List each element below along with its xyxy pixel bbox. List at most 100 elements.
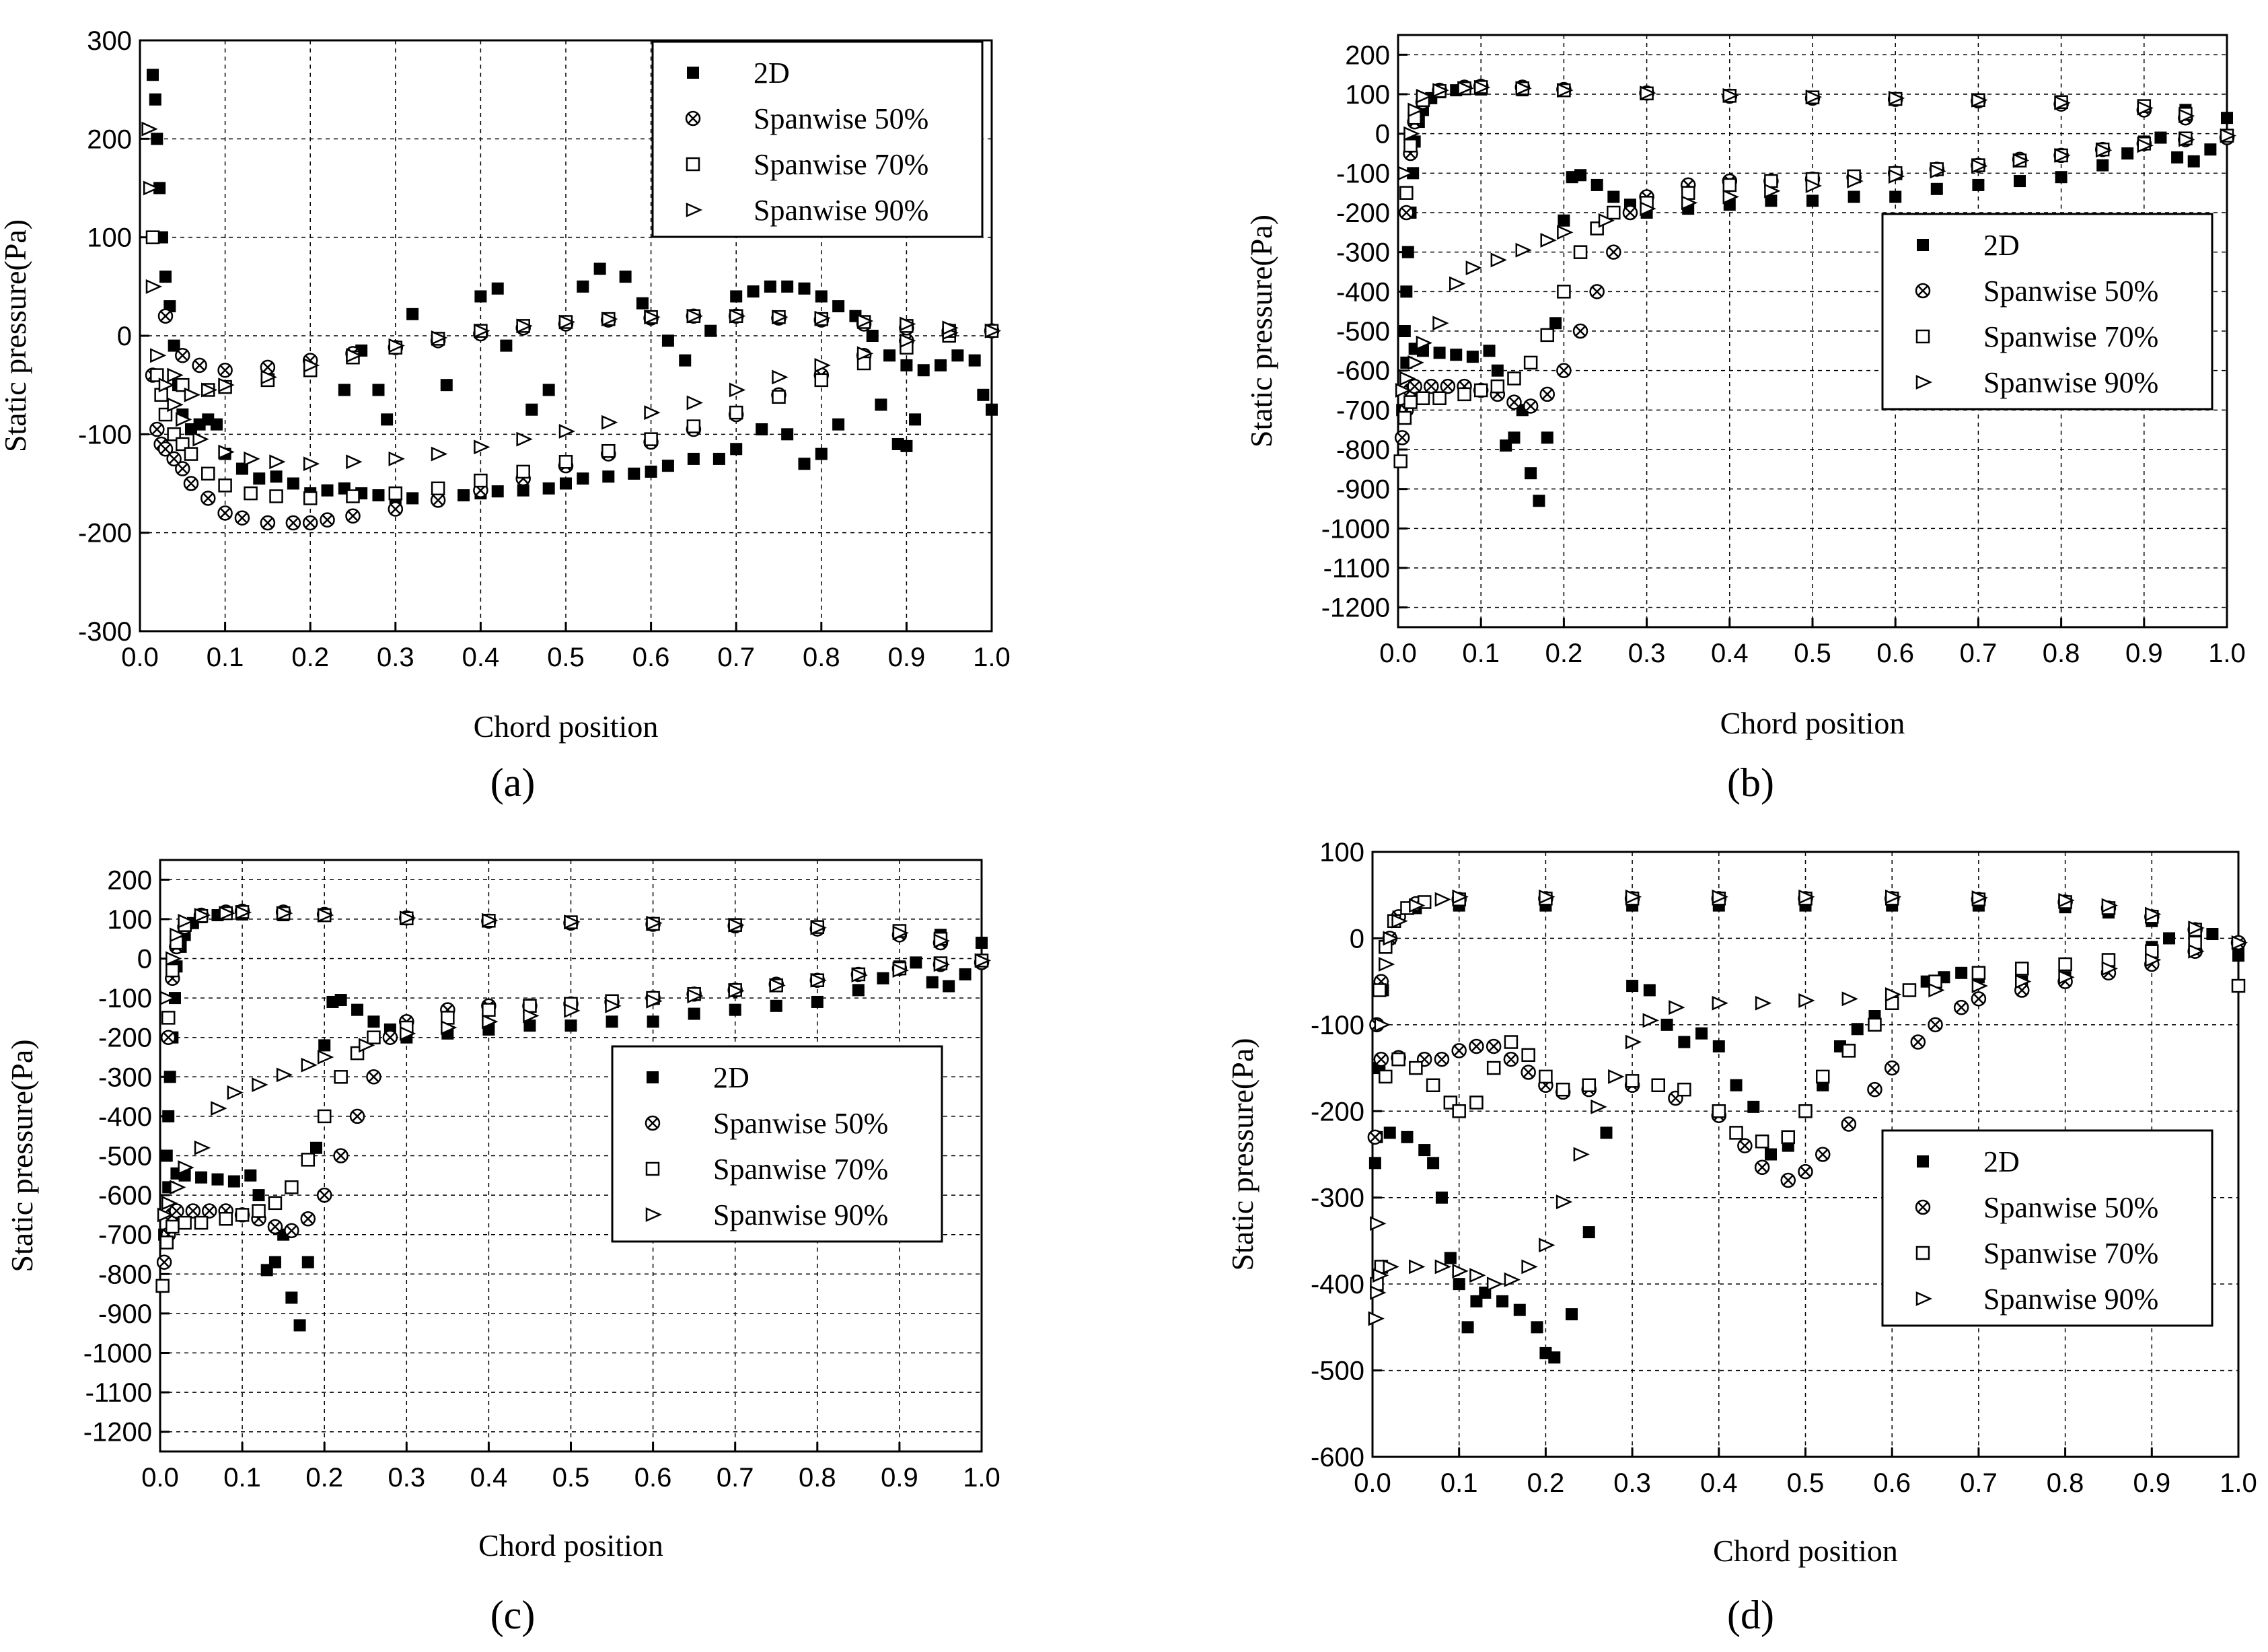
data-point <box>2221 112 2233 124</box>
x-tick-label: 0.8 <box>803 643 840 672</box>
data-point <box>1523 398 1539 414</box>
data-point <box>1465 260 1482 276</box>
data-point <box>1367 1129 1383 1145</box>
data-point <box>1432 391 1447 405</box>
legend-label: Spanwise 50% <box>713 1107 888 1140</box>
data-point <box>1556 1082 1570 1097</box>
data-point <box>1805 178 1823 194</box>
data-point <box>1556 1194 1573 1210</box>
data-point <box>1432 316 1449 331</box>
data-point <box>159 991 176 1006</box>
data-point <box>1971 158 1988 174</box>
data-point <box>372 384 385 396</box>
data-point <box>302 515 318 531</box>
data-point <box>1573 245 1588 259</box>
data-point <box>217 362 233 378</box>
data-point <box>318 1039 331 1052</box>
data-point <box>1393 454 1407 468</box>
series-spanwise-90- <box>1368 889 2248 1326</box>
x-axis-title: Chord position <box>1713 1534 1898 1568</box>
data-point <box>1625 889 1642 904</box>
legend-label: 2D <box>1983 229 2020 262</box>
data-point <box>1712 995 1728 1011</box>
data-point <box>430 493 446 508</box>
legend-marker <box>645 1161 660 1176</box>
data-point <box>1374 1017 1391 1032</box>
data-point <box>1496 1295 1509 1307</box>
data-point <box>219 906 235 921</box>
x-tick-label: 0.1 <box>1440 1468 1478 1498</box>
data-point <box>2145 906 2162 922</box>
y-tick-label: -100 <box>98 984 152 1013</box>
data-point <box>1373 1051 1389 1067</box>
data-point <box>1434 1051 1450 1067</box>
x-tick-label: 0.2 <box>1527 1468 1565 1498</box>
data-point <box>892 925 909 941</box>
data-point <box>143 180 160 196</box>
data-point <box>866 330 879 342</box>
data-point <box>482 912 499 928</box>
y-tick-label: 200 <box>1345 40 1390 70</box>
data-point <box>1798 1163 1813 1180</box>
data-point <box>431 330 448 345</box>
data-point <box>1712 1040 1725 1052</box>
legend-marker <box>686 157 700 172</box>
data-point <box>253 472 266 485</box>
data-point <box>2058 970 2075 985</box>
x-tick-label: 0.0 <box>1379 639 1417 668</box>
chart-panel-b: 0.0 0.1 0.2 0.3 0.4 0.5 0.6 0.7 0.8 0.9 1.0 200 100 0… <box>1244 34 2246 805</box>
data-point <box>883 349 896 362</box>
panel-caption: (d) <box>1727 1593 1774 1637</box>
data-point <box>769 978 786 993</box>
data-point <box>2187 155 2200 168</box>
data-point <box>2058 892 2075 908</box>
data-point <box>1722 87 1739 103</box>
x-tick-label: 0.8 <box>2043 639 2080 668</box>
data-point <box>194 1140 211 1155</box>
data-point <box>1373 1268 1389 1283</box>
data-point <box>1868 1017 1882 1032</box>
data-point <box>1403 126 1420 141</box>
data-point <box>351 1003 364 1016</box>
data-point <box>764 280 776 293</box>
y-tick-label: -700 <box>1336 396 1390 425</box>
data-point <box>900 316 916 332</box>
data-point <box>781 280 794 293</box>
data-point <box>2154 131 2167 144</box>
data-point <box>1590 1099 1607 1114</box>
data-point <box>1885 889 1902 904</box>
data-point <box>157 1207 174 1223</box>
data-point <box>2171 151 2184 164</box>
legend: 2D Spanwise 50% Spanwise 70% Spanwise 90% <box>651 40 984 238</box>
data-point <box>730 443 743 456</box>
legend-marker <box>1915 1246 1930 1260</box>
data-point <box>1452 889 1469 904</box>
data-point <box>2137 138 2154 153</box>
data-point <box>1841 1116 1857 1132</box>
x-tick-label: 0.2 <box>305 1463 343 1493</box>
data-point <box>516 464 530 479</box>
data-point <box>704 324 717 337</box>
data-point <box>909 413 922 426</box>
data-point <box>276 906 293 921</box>
data-point <box>1469 1038 1484 1054</box>
data-point <box>2096 159 2109 172</box>
data-point <box>1452 1104 1466 1118</box>
data-point <box>1539 1237 1556 1253</box>
data-point <box>184 447 198 461</box>
y-tick-label: -800 <box>1336 435 1390 465</box>
data-point <box>1521 1065 1536 1080</box>
data-point <box>1521 1259 1538 1274</box>
data-point <box>366 1069 381 1085</box>
data-point <box>1490 379 1505 394</box>
x-axis-title: Chord position <box>474 709 659 744</box>
data-point <box>269 489 283 503</box>
data-point <box>1440 378 1456 394</box>
data-point <box>542 384 555 396</box>
data-point <box>1928 982 1945 998</box>
data-point <box>1461 1321 1474 1334</box>
data-point <box>1391 1052 1405 1067</box>
legend-label: Spanwise 70% <box>1983 320 2158 353</box>
legend-box <box>651 40 984 238</box>
data-point <box>211 1101 227 1116</box>
